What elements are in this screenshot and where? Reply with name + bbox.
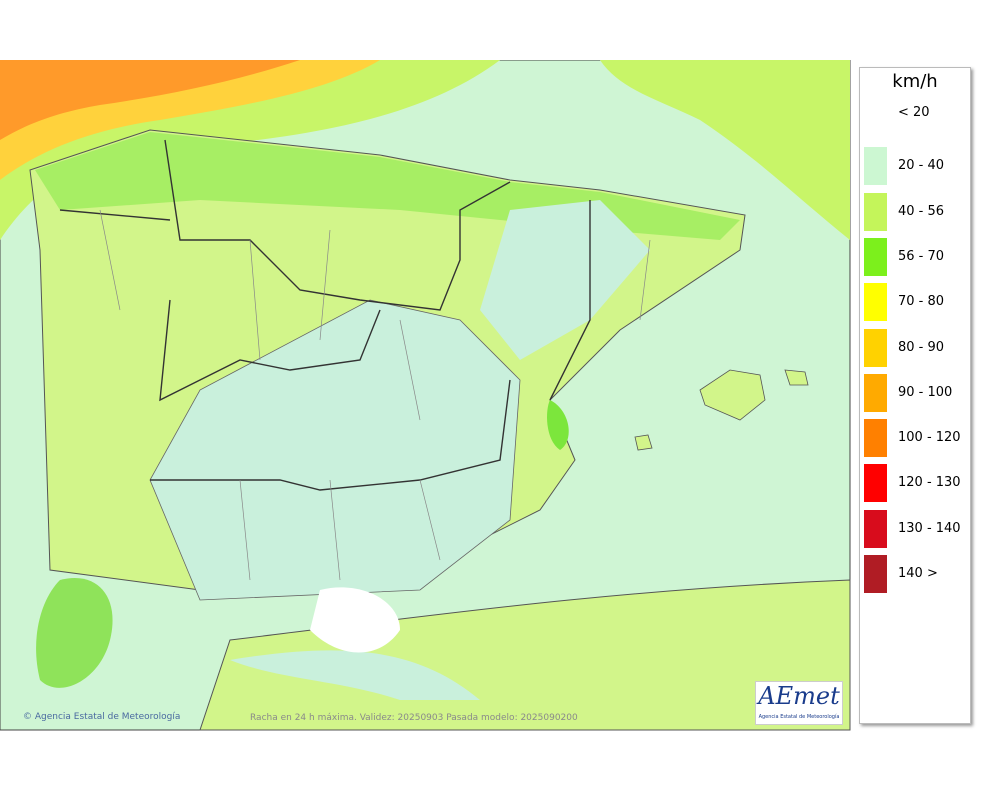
legend-swatch (864, 509, 887, 548)
island (699, 369, 766, 421)
legend-swatch (864, 373, 887, 412)
caption: Racha en 24 h máxima. Validez: 20250903 … (250, 713, 578, 723)
logo-text: AEmet (758, 682, 840, 710)
island (634, 434, 653, 451)
legend-title: km/h (892, 71, 938, 92)
legend-swatch (864, 147, 887, 186)
legend-label: 56 - 70 (898, 248, 945, 264)
legend-swatch (864, 419, 887, 458)
wind-zone (0, 60, 300, 140)
interior (480, 200, 650, 360)
legend-label: 40 - 56 (898, 203, 945, 219)
legend-item: 70 - 80 (864, 283, 970, 322)
legend-label: 80 - 90 (898, 339, 945, 355)
legend-item: 90 - 100 (864, 373, 970, 412)
legend-label: 140 > (898, 566, 938, 581)
region-borders (59, 139, 591, 491)
interior (230, 650, 480, 700)
credit: © Agencia Estatal de Meteorología (23, 712, 181, 722)
logo-subtitle: Agencia Estatal de Meteorología (758, 714, 840, 720)
legend-item: 20 - 40 (864, 147, 970, 186)
legend-item: 100 - 120 (864, 419, 970, 458)
legend-swatch (864, 328, 887, 367)
calm-zone (310, 587, 400, 653)
legend-label: 120 - 130 (898, 475, 961, 491)
legend-swatch (864, 237, 887, 276)
legend-label: < 20 (898, 105, 930, 120)
legend: km/h < 20 20 - 40 40 - 56 56 - 70 70 - 80 80 … (859, 67, 971, 724)
legend-label: 70 - 80 (898, 294, 945, 310)
legend-swatch (864, 464, 887, 503)
legend-swatch (864, 555, 887, 593)
island (784, 369, 809, 386)
legend-swatch (864, 283, 887, 322)
credit-text: Agencia Estatal de Meteorología (34, 712, 181, 722)
legend-swatch (864, 192, 887, 231)
legend-item: 80 - 90 (864, 328, 970, 367)
wind-zone (547, 400, 569, 450)
legend-item: 120 - 130 (864, 464, 970, 503)
legend-label: 130 - 140 (898, 520, 961, 536)
legend-item: 40 - 56 (864, 192, 970, 231)
legend-item: 56 - 70 (864, 237, 970, 276)
interior (149, 299, 521, 601)
legend-item: 130 - 140 (864, 509, 970, 548)
province-borders (99, 209, 651, 581)
legend-item: < 20 (864, 102, 970, 140)
logo: AEmet Agencia Estatal de Meteorología (755, 681, 843, 725)
legend-label: 20 - 40 (898, 158, 945, 174)
legend-item: 140 > (864, 555, 970, 593)
map (0, 60, 851, 731)
legend-label: 100 - 120 (898, 430, 961, 446)
wind-zone (600, 60, 850, 240)
legend-label: 90 - 100 (898, 384, 953, 400)
wind-zone (36, 578, 113, 688)
